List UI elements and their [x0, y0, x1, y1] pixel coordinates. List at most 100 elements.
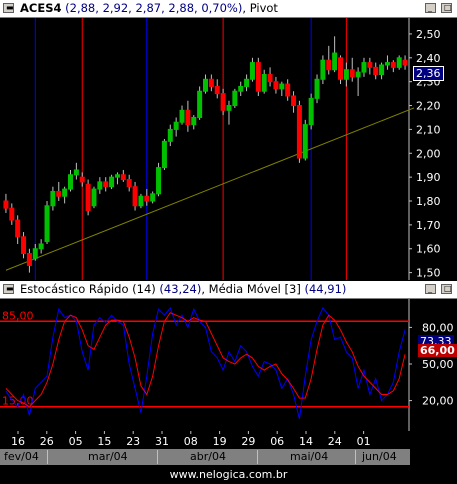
stoch-panel-title: Estocástico Rápido (14) (43,24), Média M… — [20, 282, 347, 296]
x-tick-label: 31 — [155, 435, 169, 448]
month-bar: fev/04 mar/04 abr/04 mai/04 jun/04 — [0, 449, 410, 465]
candle-body — [332, 52, 338, 71]
candle-body — [244, 78, 250, 87]
x-axis-svg: 16 26 05 15 23 31 08 19 29 06 14 24 01 — [11, 431, 371, 448]
price-tick-label: 2,10 — [416, 123, 441, 136]
price-tick-label: 2,00 — [416, 147, 441, 160]
price-panel-title: ACES4 (2,88, 2,92, 2,87, 2,88, 0,70%), P… — [20, 1, 278, 15]
last-price-tag: 2,36 — [413, 66, 444, 81]
candle-body — [302, 124, 308, 159]
candle-body — [220, 93, 226, 111]
month-segment: mar/04 — [48, 450, 158, 464]
candle-body — [208, 78, 214, 87]
x-tick-label: 06 — [270, 435, 284, 448]
month-segment: abr/04 — [158, 450, 258, 464]
price-tick-label: 2,50 — [416, 28, 441, 41]
candle-body — [56, 190, 62, 197]
maximize-icon: □ — [444, 3, 452, 12]
panel-menu-button[interactable]: ▬ — [3, 284, 14, 294]
candle-body — [9, 207, 15, 221]
candle-body — [191, 116, 197, 126]
minimize-panel-button[interactable]: _ — [425, 284, 436, 294]
trendline — [5, 107, 415, 271]
candle-body — [214, 85, 220, 95]
candle-body — [32, 248, 38, 259]
candle-body — [109, 176, 115, 188]
high-value: 2,92 — [102, 1, 129, 15]
candle-body — [73, 169, 79, 176]
candle-body — [138, 195, 144, 207]
stoch-ma-label: Média Móvel [3] — [208, 282, 301, 296]
month-segment: jun/04 — [362, 450, 397, 463]
candle-body — [291, 95, 297, 107]
open-value: 2,88 — [69, 1, 96, 15]
stoch-fast-value: (43,24) — [159, 282, 202, 296]
minimize-icon: _ — [428, 3, 432, 12]
x-tick-label: 05 — [69, 435, 83, 448]
candle-body — [150, 193, 156, 202]
candle-body — [238, 85, 244, 92]
candle-body — [185, 109, 191, 126]
month-segment: fev/04 — [0, 450, 48, 464]
candle-body — [373, 66, 379, 76]
candle-body — [114, 174, 120, 178]
candle-body — [349, 69, 355, 78]
maximize-icon: □ — [444, 284, 452, 293]
candle-body — [38, 243, 44, 250]
candle-body — [103, 181, 109, 188]
stoch-series-line — [5, 306, 406, 420]
candle-body — [3, 200, 9, 209]
stoch-panel-header: ▬ Estocástico Rápido (14) (43,24), Média… — [0, 281, 457, 299]
minus-icon: ▬ — [6, 284, 14, 293]
price-tick-label: 2,40 — [416, 52, 441, 65]
study-label: Pivot — [249, 1, 278, 15]
price-chart-svg: 2,502,402,302,202,102,001,901,801,701,60… — [3, 18, 441, 280]
price-tick-label: 1,90 — [416, 171, 441, 184]
maximize-panel-button[interactable]: □ — [441, 3, 452, 13]
price-tick-label: 1,70 — [416, 219, 441, 232]
stoch-series-line — [5, 312, 406, 408]
price-tick-label: 2,20 — [416, 100, 441, 113]
candle-body — [379, 64, 385, 76]
candle-body — [361, 62, 367, 73]
x-tick-label: 26 — [40, 435, 54, 448]
x-tick-label: 15 — [97, 435, 111, 448]
candle-body — [156, 167, 162, 195]
candle-body — [179, 109, 185, 123]
price-tick-label: 1,50 — [416, 267, 441, 280]
x-tick-label: 23 — [126, 435, 140, 448]
level-high-label: 85,00 — [2, 309, 34, 322]
candle-body — [26, 253, 32, 266]
x-axis: 16 26 05 15 23 31 08 19 29 06 14 24 01 — [0, 431, 410, 449]
panel-menu-button[interactable]: ▬ — [3, 3, 14, 13]
candle-body — [267, 74, 273, 83]
stoch-tick-label: 20,00 — [422, 395, 454, 408]
candle-body — [296, 105, 302, 159]
candle-body — [390, 62, 396, 68]
x-tick-label: 16 — [11, 435, 25, 448]
candle-body — [167, 128, 173, 142]
maximize-panel-button[interactable]: □ — [441, 284, 452, 294]
x-tick-label: 19 — [213, 435, 227, 448]
minimize-icon: _ — [428, 284, 432, 293]
x-tick-label: 14 — [299, 435, 313, 448]
candle-body — [97, 181, 103, 190]
candle-body — [384, 62, 390, 66]
minimize-panel-button[interactable]: _ — [425, 3, 436, 13]
candle-body — [203, 78, 208, 92]
candle-body — [273, 81, 279, 90]
x-tick-label: 29 — [241, 435, 255, 448]
stoch-chart[interactable]: 85,00 15,00 80,00 50,00 20,00 73,33 66,00 — [0, 299, 457, 431]
x-tick-label: 24 — [328, 435, 342, 448]
price-chart[interactable]: 2,50 2,40 2,30 2,20 2,10 2,00 1,90 1,80 1,70 1,60… — [0, 18, 457, 280]
ticker-label: ACES4 — [20, 1, 62, 15]
candle-body — [279, 83, 285, 90]
x-tick-label: 01 — [357, 435, 371, 448]
candle-body — [326, 59, 332, 71]
candle-body — [232, 90, 238, 107]
candle-body — [79, 176, 85, 183]
stoch-ma-value: (44,91) — [304, 282, 347, 296]
stoch-ma-tag: 66,00 — [418, 344, 457, 357]
candle-body — [249, 62, 255, 80]
